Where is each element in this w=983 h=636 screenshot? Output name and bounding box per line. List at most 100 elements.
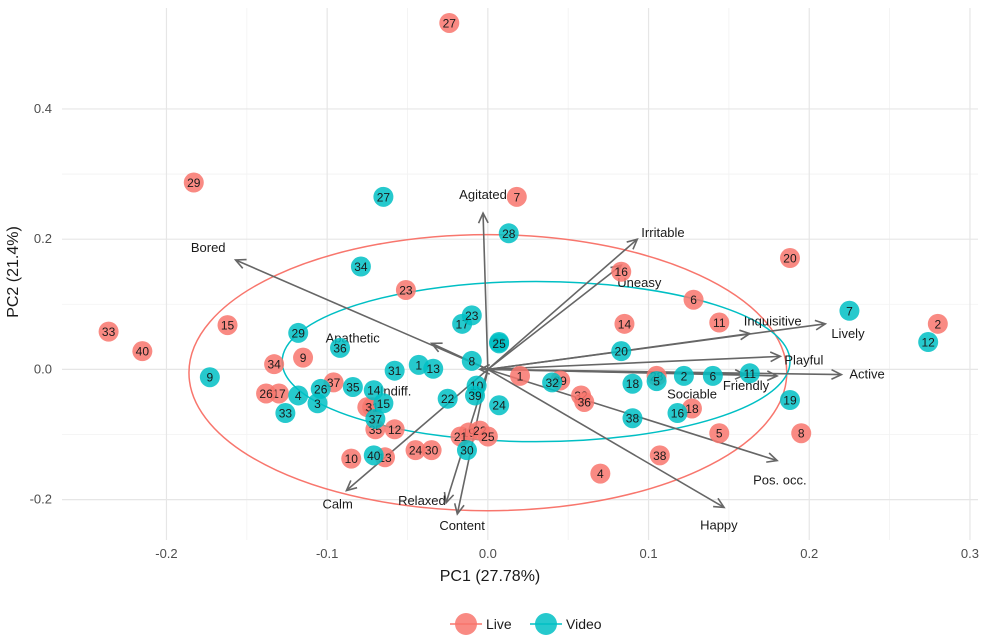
point-label: 40 [367, 449, 381, 463]
arrow-head [443, 491, 455, 505]
point-label: 24 [409, 444, 423, 458]
point-video [423, 358, 444, 379]
point-label: 3 [314, 397, 321, 411]
point-video [622, 408, 643, 429]
point-label: 2 [934, 317, 941, 331]
point-label: 15 [221, 319, 235, 333]
arrow-head [626, 237, 639, 250]
loading-label: Active [849, 367, 884, 382]
point-live [709, 312, 730, 333]
point-label: 21 [454, 430, 468, 444]
arrow-head [766, 452, 779, 463]
loading-label: Content [439, 518, 485, 533]
arrow-head [477, 211, 489, 224]
point-live [649, 445, 670, 466]
point-live [439, 12, 460, 33]
grid-lines [62, 8, 978, 540]
point-live [574, 391, 595, 412]
point-live [405, 440, 426, 461]
point-label: 31 [388, 364, 402, 378]
point-live [98, 321, 119, 342]
point-label: 22 [441, 392, 455, 406]
point-label: 19 [783, 394, 797, 408]
point-video [702, 365, 723, 386]
point-video [673, 365, 694, 386]
x-axis-ticks: -0.2 -0.1 0.0 0.1 0.2 0.3 [155, 546, 979, 561]
loading-label: Sociable [667, 387, 717, 402]
loading-arrow [487, 238, 638, 370]
y-tick-label: 0.4 [34, 101, 52, 116]
point-live [791, 423, 812, 444]
point-video [465, 385, 486, 406]
point-video [199, 367, 220, 388]
y-axis-title: PC2 (21.4%) [5, 226, 22, 318]
point-video [498, 223, 519, 244]
point-video [342, 376, 363, 397]
point-video [918, 332, 939, 353]
point-live [264, 354, 285, 375]
point-label: 36 [333, 341, 347, 355]
point-label: 20 [615, 345, 629, 359]
loading-label: Uneasy [617, 275, 662, 290]
loading-arrow [487, 368, 745, 376]
arrow-head [766, 370, 779, 382]
arrow-head [453, 503, 465, 516]
point-video [839, 300, 860, 321]
point-label: 33 [102, 325, 116, 339]
point-video [489, 395, 510, 416]
point-label: 26 [259, 387, 273, 401]
point-label: 25 [492, 337, 506, 351]
arrow-head [814, 319, 828, 331]
point-video [288, 322, 309, 343]
legend-key-live [455, 613, 477, 635]
point-label: 7 [846, 304, 853, 318]
point-label: 24 [492, 399, 506, 413]
arrow-head [831, 368, 844, 380]
arrow-head [477, 363, 491, 375]
x-tick-label: 0.2 [800, 546, 818, 561]
legend-key-video [535, 613, 557, 635]
ellipse-video [281, 280, 791, 443]
loading-label: Friendly [723, 378, 770, 393]
x-tick-label: 0.1 [640, 546, 658, 561]
point-live [927, 313, 948, 334]
point-video [365, 408, 386, 429]
point-label: 37 [369, 412, 383, 426]
point-live [256, 383, 277, 404]
point-video [373, 186, 394, 207]
point-video [384, 360, 405, 381]
point-video [646, 371, 667, 392]
point-video [456, 440, 477, 461]
point-video [275, 403, 296, 424]
point-label: 38 [626, 412, 640, 426]
loading-label: Playful [784, 352, 823, 367]
x-tick-label: 0.0 [479, 546, 497, 561]
point-live [384, 419, 405, 440]
point-live [341, 448, 362, 469]
point-label: 4 [295, 389, 302, 403]
point-label: 23 [399, 283, 413, 297]
point-video [461, 305, 482, 326]
point-label: 35 [346, 380, 360, 394]
point-video [779, 390, 800, 410]
loading-label: Lively [831, 326, 865, 341]
point-label: 32 [545, 376, 559, 390]
x-axis-title: PC1 (27.78%) [440, 568, 541, 585]
point-label: 14 [367, 384, 381, 398]
point-live [477, 426, 498, 447]
point-label: 7 [513, 190, 520, 204]
point-label: 11 [713, 316, 726, 330]
loading-arrow [345, 368, 489, 492]
loading-label: Inquisitive [744, 314, 802, 329]
loading-label: Happy [700, 517, 738, 532]
point-video [310, 378, 331, 399]
x-tick-label: 0.3 [961, 546, 979, 561]
y-tick-label: -0.2 [30, 492, 52, 507]
point-label: 27 [443, 16, 457, 30]
point-label: 16 [615, 265, 629, 279]
point-video [611, 341, 632, 362]
point-label: 10 [345, 452, 359, 466]
point-label: 12 [922, 336, 936, 350]
y-tick-label: 0.2 [34, 231, 52, 246]
point-label: 39 [468, 389, 482, 403]
